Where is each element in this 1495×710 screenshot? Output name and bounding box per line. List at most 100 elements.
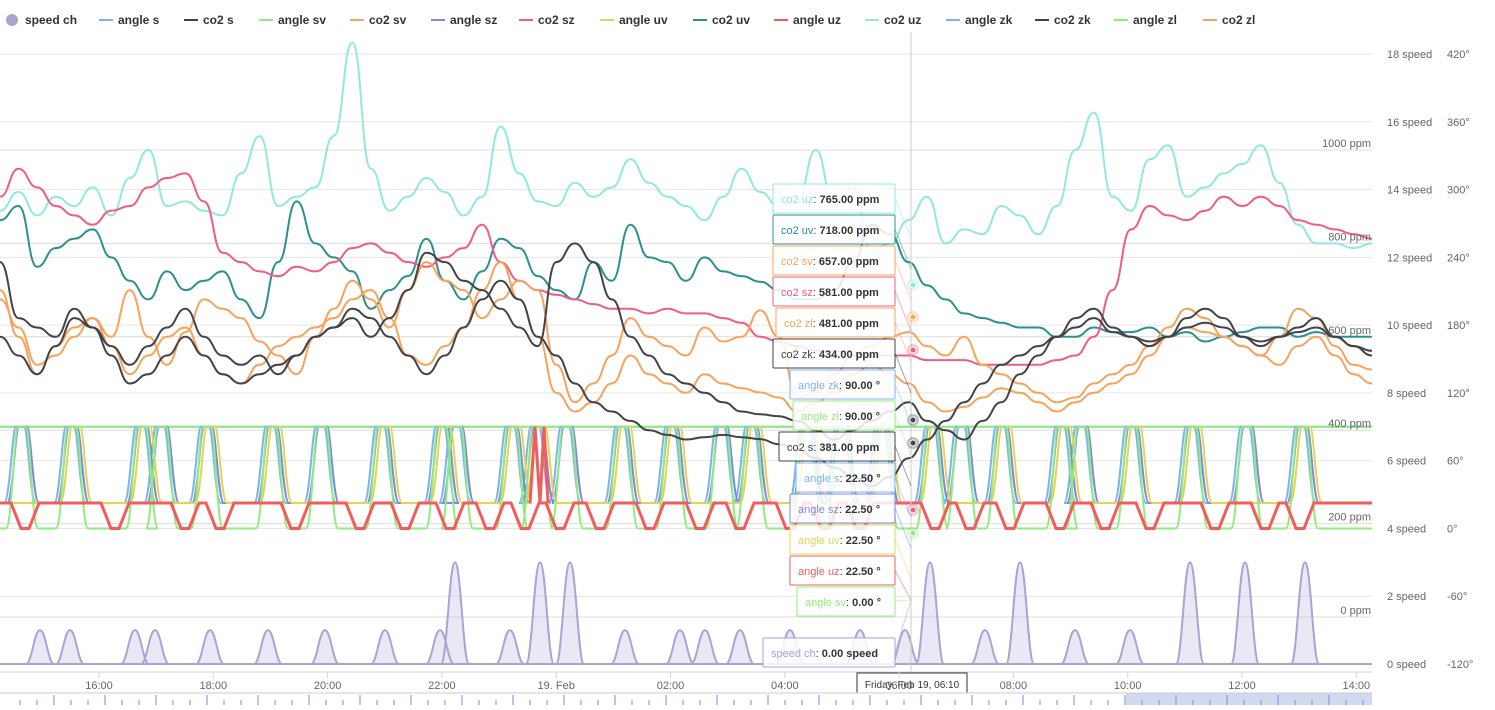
tooltip-series-name: speed ch bbox=[771, 648, 816, 660]
tooltip-series-name: angle zl bbox=[801, 411, 839, 423]
legend-label: angle s bbox=[118, 13, 160, 27]
tooltip-value: 22.50 ° bbox=[845, 504, 880, 516]
legend-item-angle-zk[interactable]: angle zk bbox=[946, 13, 1013, 27]
angle-tick-label: 180° bbox=[1447, 320, 1470, 332]
x-tick-label: 08:00 bbox=[1000, 680, 1028, 692]
legend[interactable]: speed ch angle s co2 s angle sv co2 sv angle … bbox=[6, 13, 1255, 27]
tooltip-connector bbox=[894, 352, 912, 394]
tooltip-connector bbox=[894, 599, 912, 602]
legend-item-angle-sz[interactable]: angle sz bbox=[431, 13, 497, 27]
legend-item-angle-zl[interactable]: angle zl bbox=[1114, 13, 1177, 27]
x-tick-label: 02:00 bbox=[657, 680, 685, 692]
tooltip-text: angle zk: 90.00 ° bbox=[798, 380, 880, 392]
tooltip-text: co2 sv: 657.00 ppm bbox=[781, 256, 879, 268]
legend-item-co2-sv[interactable]: co2 sv bbox=[350, 13, 407, 27]
legend-label: angle uz bbox=[793, 13, 841, 27]
legend-label: co2 uv bbox=[712, 13, 750, 27]
tooltip-series-name: angle uv bbox=[798, 535, 840, 547]
legend-item-co2-zl[interactable]: co2 zl bbox=[1203, 13, 1255, 27]
tooltip-separator: : bbox=[813, 194, 819, 206]
point-marker[interactable] bbox=[909, 529, 917, 537]
tooltip-value: 381.00 ppm bbox=[819, 442, 879, 454]
tooltip-series-name: co2 sz bbox=[781, 287, 813, 299]
x-tick-label: 19. Feb bbox=[538, 680, 575, 692]
point-marker[interactable] bbox=[909, 346, 917, 354]
angle-tick-label: 240° bbox=[1447, 252, 1470, 264]
angle-tick-label: 420° bbox=[1447, 49, 1470, 61]
tooltip-connector bbox=[894, 383, 912, 425]
ppm-tick-label: 0 ppm bbox=[1340, 605, 1371, 617]
tooltip-entry: angle sz: 22.50 ° bbox=[789, 493, 912, 549]
angle-tick-label: 60° bbox=[1447, 456, 1464, 468]
tooltip-separator: : bbox=[839, 380, 845, 392]
tooltip-text: angle zl: 90.00 ° bbox=[801, 411, 880, 423]
tooltip-series-name: co2 uz bbox=[781, 194, 813, 206]
tooltip-value: 90.00 ° bbox=[845, 380, 880, 392]
tooltip-connector bbox=[894, 569, 912, 601]
speed-tick-label: 18 speed bbox=[1387, 49, 1432, 61]
ppm-tick-label: 400 ppm bbox=[1328, 418, 1371, 430]
series-angle-uz bbox=[0, 501, 1372, 530]
navigator-series bbox=[19, 695, 1364, 705]
tooltip-separator: : bbox=[846, 597, 852, 609]
tooltip-connector bbox=[894, 538, 912, 580]
tooltip-value: 22.50 ° bbox=[846, 473, 881, 485]
tooltip-entry: co2 uz: 765.00 ppm bbox=[772, 183, 912, 239]
tooltip-series-name: co2 uv bbox=[781, 225, 814, 237]
legend-item-co2-uz[interactable]: co2 uz bbox=[865, 13, 921, 27]
tooltip-text: co2 uz: 765.00 ppm bbox=[781, 194, 880, 206]
tooltip-separator: : bbox=[813, 442, 819, 454]
legend-item-speed-ch[interactable]: speed ch bbox=[6, 13, 77, 27]
tooltip-separator: : bbox=[839, 411, 845, 423]
tooltip-entry: co2 zl: 481.00 ppm bbox=[775, 307, 912, 363]
x-tick-label: 06:00 bbox=[885, 680, 913, 692]
speed-tick-label: 12 speed bbox=[1387, 252, 1432, 264]
axes: 0 speed 2 speed 4 speed 6 speed 8 speed 10 sp… bbox=[0, 49, 1473, 692]
x-tick-label: 18:00 bbox=[200, 680, 228, 692]
tooltip-text: angle s: 22.50 ° bbox=[804, 473, 881, 485]
tooltip-text: angle uv: 22.50 ° bbox=[798, 535, 881, 547]
point-marker[interactable] bbox=[909, 281, 917, 289]
angle-tick-label: 0° bbox=[1447, 523, 1458, 535]
legend-label: co2 sz bbox=[538, 13, 575, 27]
tooltip-separator: : bbox=[813, 225, 819, 237]
legend-item-angle-s[interactable]: angle s bbox=[99, 13, 160, 27]
tooltip-entry: co2 uv: 718.00 ppm bbox=[772, 214, 912, 270]
angle-tick-label: -120° bbox=[1447, 659, 1473, 671]
angle-tick-label: 300° bbox=[1447, 185, 1470, 197]
angle-tick-label: 120° bbox=[1447, 388, 1470, 400]
tooltip-value: 0.00 speed bbox=[822, 648, 878, 660]
legend-item-angle-uv[interactable]: angle uv bbox=[600, 13, 668, 27]
tooltip-entry: angle uv: 22.50 ° bbox=[789, 524, 912, 580]
tooltip-connector bbox=[894, 599, 912, 653]
legend-item-co2-s[interactable]: co2 s bbox=[184, 13, 234, 27]
legend-item-co2-zk[interactable]: co2 zk bbox=[1035, 13, 1091, 27]
point-marker[interactable] bbox=[909, 416, 917, 424]
tooltip-entry: angle zk: 90.00 ° bbox=[789, 369, 912, 425]
crosshair bbox=[907, 32, 919, 672]
point-marker[interactable] bbox=[909, 439, 917, 447]
series-co2-uv bbox=[0, 200, 1372, 343]
speed-tick-label: 2 speed bbox=[1387, 591, 1426, 603]
legend-item-angle-sv[interactable]: angle sv bbox=[259, 13, 326, 27]
legend-item-angle-uz[interactable]: angle uz bbox=[774, 13, 841, 27]
tooltip-text: co2 sz: 581.00 ppm bbox=[781, 287, 879, 299]
tooltip-separator: : bbox=[816, 648, 822, 660]
legend-item-co2-sz[interactable]: co2 sz bbox=[519, 13, 575, 27]
point-marker[interactable] bbox=[909, 313, 917, 321]
navigator-selection[interactable] bbox=[1126, 693, 1372, 705]
tooltip-text: co2 zl: 481.00 ppm bbox=[784, 318, 879, 330]
navigator[interactable] bbox=[0, 692, 1372, 705]
tooltip-value: 481.00 ppm bbox=[819, 318, 879, 330]
point-marker[interactable] bbox=[909, 506, 917, 514]
ppm-tick-label: 800 ppm bbox=[1328, 231, 1371, 243]
tooltip-value: 765.00 ppm bbox=[820, 194, 880, 206]
tooltip-connector bbox=[894, 476, 912, 518]
legend-item-co2-uv[interactable]: co2 uv bbox=[693, 13, 750, 27]
x-tick-label: 12:00 bbox=[1228, 680, 1256, 692]
x-tick-label: 10:00 bbox=[1114, 680, 1142, 692]
tooltip-connector bbox=[894, 259, 912, 301]
tooltip-connector bbox=[894, 445, 912, 487]
tooltip-connector bbox=[894, 228, 912, 270]
